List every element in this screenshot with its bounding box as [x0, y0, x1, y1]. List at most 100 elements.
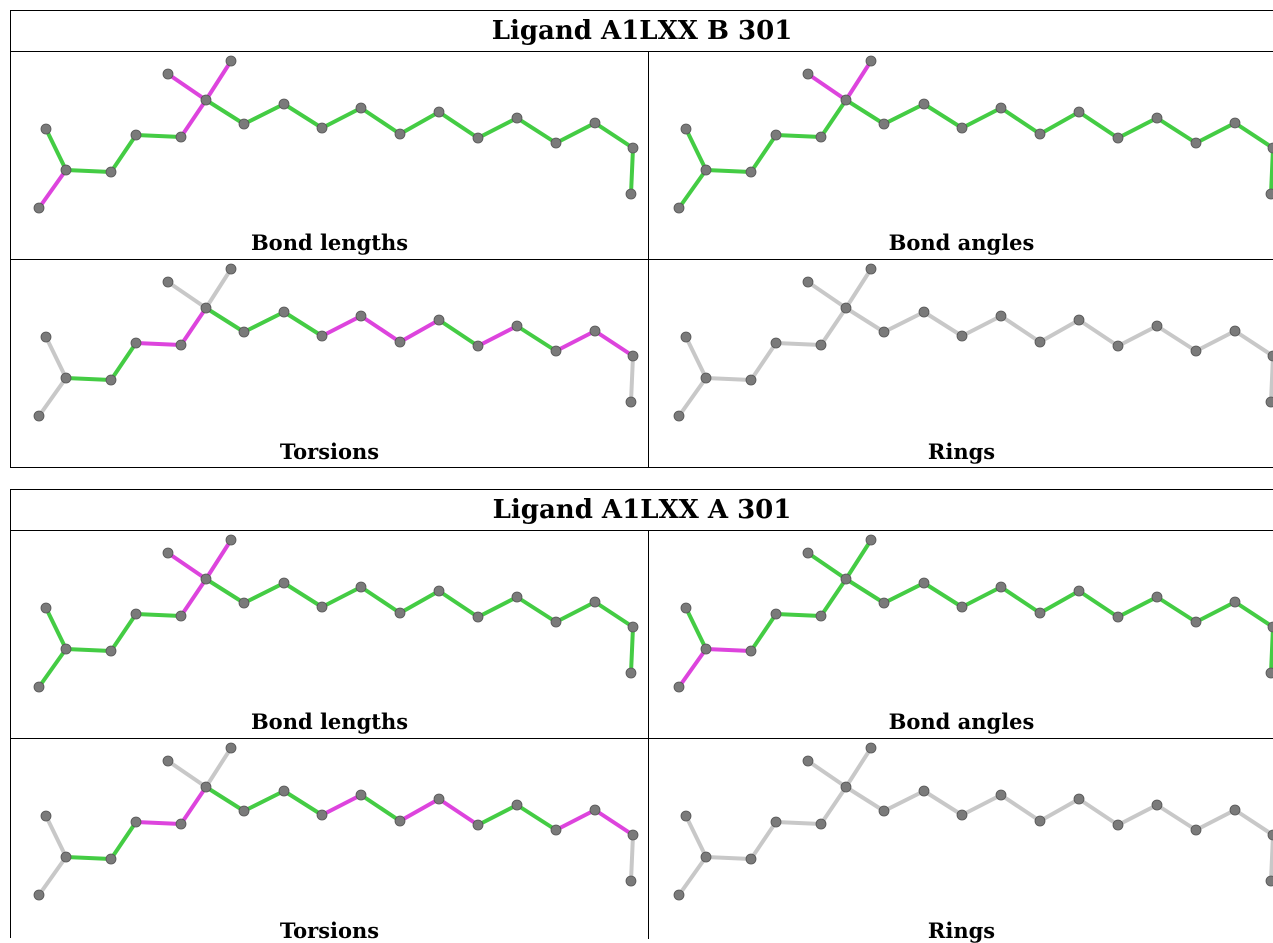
atom: [175, 610, 187, 622]
bond-normal: [684, 127, 708, 172]
bond-normal: [242, 102, 286, 126]
bond-normal: [320, 106, 363, 130]
bond-normal: [844, 98, 886, 126]
atom: [1265, 875, 1273, 887]
ligand-molecule-icon: [33, 55, 639, 214]
atom: [1229, 117, 1241, 129]
bond-normal: [242, 310, 286, 334]
bond-normal: [282, 102, 324, 130]
panel-caption: Rings: [927, 439, 996, 464]
atom: [238, 326, 250, 338]
bond-unassessed: [204, 746, 233, 789]
atom: [33, 410, 45, 422]
atom: [1151, 112, 1163, 124]
atom: [745, 374, 757, 386]
atom: [511, 112, 523, 124]
atom: [105, 166, 117, 178]
bond-outlier: [166, 72, 208, 102]
bond-normal: [1233, 121, 1273, 150]
bond-unassessed: [960, 314, 1003, 338]
atom: [472, 340, 484, 352]
atom: [1073, 106, 1085, 118]
panel-rings: Rings: [649, 739, 1273, 943]
bond-unassessed: [1194, 808, 1237, 832]
atom: [1267, 621, 1273, 633]
atom: [673, 202, 685, 214]
bond-unassessed: [882, 310, 926, 334]
bond-normal: [749, 612, 778, 653]
atom: [673, 410, 685, 422]
bond-outlier: [437, 797, 480, 827]
atom: [1034, 336, 1046, 348]
atom: [589, 325, 601, 337]
bond-normal: [749, 133, 778, 174]
atom: [433, 585, 445, 597]
bond-outlier: [320, 793, 363, 817]
bond-unassessed: [677, 376, 708, 418]
atom: [225, 55, 237, 67]
bond-unassessed: [749, 820, 778, 861]
panel-caption: Rings: [927, 918, 996, 943]
bond-unassessed: [37, 376, 68, 418]
bond-normal: [774, 612, 823, 618]
bond-normal: [593, 121, 635, 150]
bond-normal: [1116, 116, 1159, 140]
bond-normal: [437, 110, 480, 140]
bond-unassessed: [677, 855, 708, 897]
bond-unassessed: [922, 789, 964, 817]
bond-normal: [684, 606, 708, 651]
bond-normal: [109, 133, 138, 174]
bond-normal: [1077, 589, 1120, 619]
bond-outlier: [476, 324, 519, 348]
bond-normal: [398, 110, 441, 136]
atom: [918, 785, 930, 797]
bond-normal: [806, 551, 848, 581]
panel-bond-lengths: Bond lengths: [11, 52, 649, 260]
bond-outlier: [806, 72, 848, 102]
atom: [625, 188, 637, 200]
bond-normal: [109, 820, 138, 861]
ligand-molecule-icon: [33, 742, 639, 901]
bond-unassessed: [882, 789, 926, 813]
atom: [175, 131, 187, 143]
atom: [1267, 350, 1273, 362]
bond-unassessed: [844, 746, 873, 789]
atom: [627, 621, 639, 633]
atom: [1190, 616, 1202, 628]
atom: [162, 547, 174, 559]
bond-outlier: [593, 329, 635, 358]
bond-normal: [320, 585, 363, 609]
atom: [1229, 325, 1241, 337]
bond-unassessed: [629, 354, 635, 404]
atom: [1267, 142, 1273, 154]
bond-normal: [282, 310, 324, 338]
atom: [700, 643, 712, 655]
bond-normal: [437, 318, 480, 348]
atom: [840, 94, 852, 106]
atom: [238, 118, 250, 130]
atom: [680, 123, 692, 135]
bond-outlier: [204, 538, 233, 581]
bond-unassessed: [999, 793, 1042, 823]
bond-unassessed: [806, 759, 848, 789]
atom: [1190, 137, 1202, 149]
atom: [1265, 667, 1273, 679]
atom: [200, 302, 212, 314]
atom: [1073, 585, 1085, 597]
bond-normal: [64, 376, 113, 382]
atom: [162, 755, 174, 767]
atom: [995, 789, 1007, 801]
bond-normal: [819, 577, 848, 618]
atom: [1034, 128, 1046, 140]
bond-outlier: [134, 341, 183, 347]
atom: [40, 810, 52, 822]
atom: [238, 597, 250, 609]
bond-unassessed: [749, 341, 778, 382]
bond-unassessed: [819, 785, 848, 826]
bond-normal: [629, 625, 635, 675]
bond-outlier: [204, 59, 233, 102]
atom: [60, 643, 72, 655]
bond-unassessed: [44, 335, 68, 380]
atom: [878, 118, 890, 130]
atom: [865, 534, 877, 546]
